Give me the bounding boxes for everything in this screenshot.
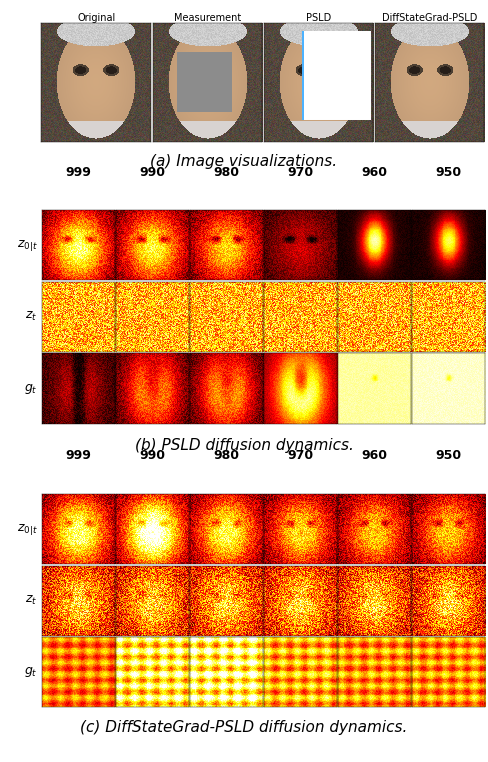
Text: 970: 970 <box>287 450 314 463</box>
Text: $g_t$: $g_t$ <box>24 665 38 680</box>
Text: $z_{0|t}$: $z_{0|t}$ <box>17 238 38 253</box>
Text: 970: 970 <box>287 165 314 178</box>
Text: 980: 980 <box>214 165 240 178</box>
Title: DiffStateGrad-PSLD: DiffStateGrad-PSLD <box>382 13 477 23</box>
Text: (b) PSLD diffusion dynamics.: (b) PSLD diffusion dynamics. <box>135 438 353 453</box>
Title: PSLD: PSLD <box>305 13 331 23</box>
Text: $z_{0|t}$: $z_{0|t}$ <box>17 521 38 536</box>
Text: (a) Image visualizations.: (a) Image visualizations. <box>150 154 338 169</box>
Text: 950: 950 <box>435 450 462 463</box>
Text: (c) DiffStateGrad-PSLD diffusion dynamics.: (c) DiffStateGrad-PSLD diffusion dynamic… <box>81 720 407 735</box>
Text: 999: 999 <box>65 165 91 178</box>
Text: 980: 980 <box>214 450 240 463</box>
Title: Measurement: Measurement <box>174 13 241 23</box>
Text: 990: 990 <box>140 165 165 178</box>
Text: 960: 960 <box>362 165 387 178</box>
Text: 960: 960 <box>362 450 387 463</box>
Title: Original: Original <box>77 13 115 23</box>
Text: 990: 990 <box>140 450 165 463</box>
Text: $g_t$: $g_t$ <box>24 382 38 395</box>
Text: $z_t$: $z_t$ <box>25 594 38 607</box>
Text: $z_t$: $z_t$ <box>25 310 38 323</box>
Text: 999: 999 <box>65 450 91 463</box>
Text: 950: 950 <box>435 165 462 178</box>
